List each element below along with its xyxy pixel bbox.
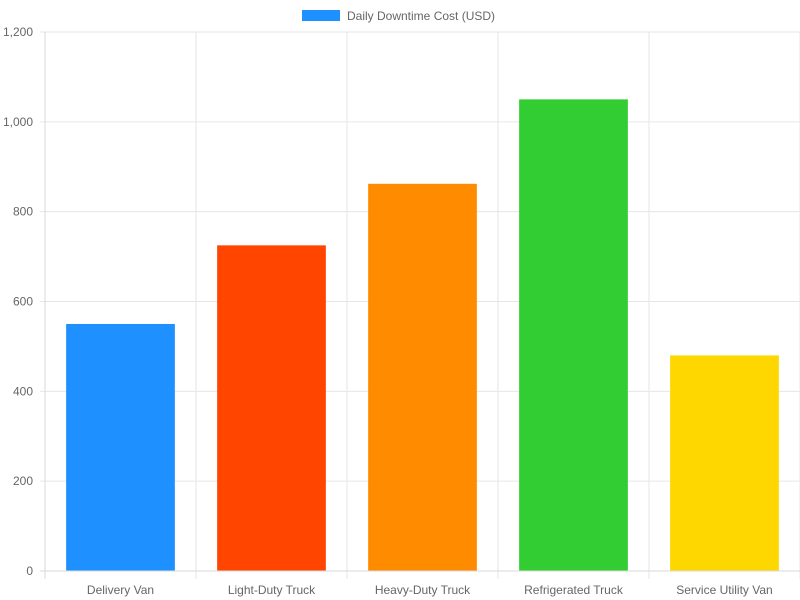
axes: [40, 32, 800, 579]
y-tick-label: 0: [26, 564, 33, 578]
y-tick-label: 1,000: [3, 115, 33, 129]
legend-label: Daily Downtime Cost (USD): [347, 9, 495, 23]
x-tick-label: Light-Duty Truck: [228, 583, 316, 597]
y-tick-label: 400: [13, 384, 33, 398]
x-tick-label: Delivery Van: [87, 583, 154, 597]
y-tick-label: 1,200: [3, 25, 33, 39]
legend[interactable]: Daily Downtime Cost (USD): [302, 9, 495, 23]
y-axis-ticks: 0 200 400 600 800 1,000 1,200: [3, 25, 33, 578]
bar-service-utility-van: [670, 355, 779, 571]
bar-heavy-duty-truck: [368, 183, 477, 571]
x-tick-label: Heavy-Duty Truck: [375, 583, 471, 597]
y-tick-label: 800: [13, 205, 33, 219]
x-tick-label: Refrigerated Truck: [524, 583, 624, 597]
legend-swatch: [302, 10, 340, 21]
x-axis-ticks: Delivery Van Light-Duty Truck Heavy-Duty T…: [87, 583, 773, 597]
bar-refrigerated-truck: [519, 99, 628, 571]
y-tick-label: 600: [13, 295, 33, 309]
bar-light-duty-truck: [217, 245, 326, 571]
bars: [66, 99, 779, 571]
x-tick-label: Service Utility Van: [676, 583, 772, 597]
bar-delivery-van: [66, 323, 175, 571]
y-tick-label: 200: [13, 474, 33, 488]
